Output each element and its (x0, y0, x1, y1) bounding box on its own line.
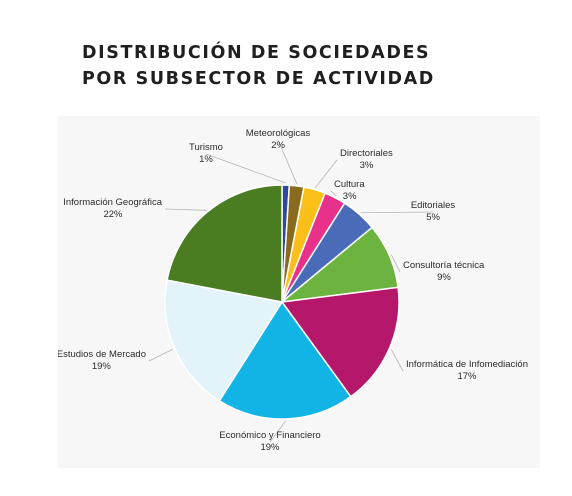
slice-label-estudios-de-mercado: Estudios de Mercado (58, 349, 146, 360)
slice-value-cultura: 3% (343, 191, 357, 202)
slice-label-cultura: Cultura (334, 179, 365, 190)
pie-slice-informacion-geografica (166, 184, 283, 303)
chart-title-line-1: DISTRIBUCIÓN DE SOCIEDADES (82, 43, 431, 63)
chart-title: DISTRIBUCIÓN DE SOCIEDADES POR SUBSECTOR… (82, 40, 435, 92)
slice-label-informatica-de-infomediacion: Informática de Infomediación (406, 359, 528, 370)
slice-value-informatica-de-infomediacion: 17% (457, 371, 477, 382)
slice-label-turismo: Turismo (189, 142, 223, 153)
slice-value-directoriales: 3% (360, 160, 374, 171)
chart-title-line-2: POR SUBSECTOR DE ACTIVIDAD (82, 69, 435, 89)
pie-slice-informatica-de-infomediacion (280, 286, 400, 398)
leader-line-economico-y-financiero (269, 420, 287, 443)
slice-label-editoriales: Editoriales (411, 200, 456, 211)
slice-value-estudios-de-mercado: 19% (92, 361, 112, 372)
slice-value-meteorologicas: 2% (271, 140, 285, 151)
slice-label-informacion-geografica: Información Geográfica (63, 197, 162, 208)
leader-line-meteorologicas (277, 139, 298, 185)
slice-value-editoriales: 5% (426, 212, 440, 223)
pie-slice-estudios-de-mercado (164, 279, 284, 402)
leader-line-consultoria-tecnica (390, 254, 401, 273)
slice-value-turismo: 1% (199, 154, 213, 165)
slice-value-economico-y-financiero: 19% (260, 442, 280, 453)
slice-label-consultoria-tecnica: Consultoría técnica (403, 260, 485, 271)
slice-value-consultoria-tecnica: 9% (437, 272, 451, 283)
leader-line-informatica-de-infomediacion (390, 349, 404, 372)
leader-line-editoriales (360, 211, 434, 214)
leader-line-directoriales (314, 159, 338, 188)
leader-line-estudios-de-mercado (148, 348, 173, 362)
slice-label-meteorologicas: Meteorológicas (246, 128, 311, 139)
slice-label-directoriales: Directoriales (340, 148, 393, 159)
pie-chart: Turismo1%Meteorológicas2%Directoriales3%… (58, 128, 528, 453)
slice-value-informacion-geografica: 22% (103, 209, 123, 220)
slice-label-economico-y-financiero: Económico y Financiero (219, 430, 320, 441)
chart-panel: Turismo 1% Meteorológicas 2% Directoriales 3%… (58, 116, 540, 468)
leader-line-informacion-geografica (164, 208, 207, 211)
leader-line-turismo (205, 153, 286, 184)
pie-slice-economico-y-financiero (218, 300, 352, 420)
leader-line-cultura (330, 190, 337, 197)
